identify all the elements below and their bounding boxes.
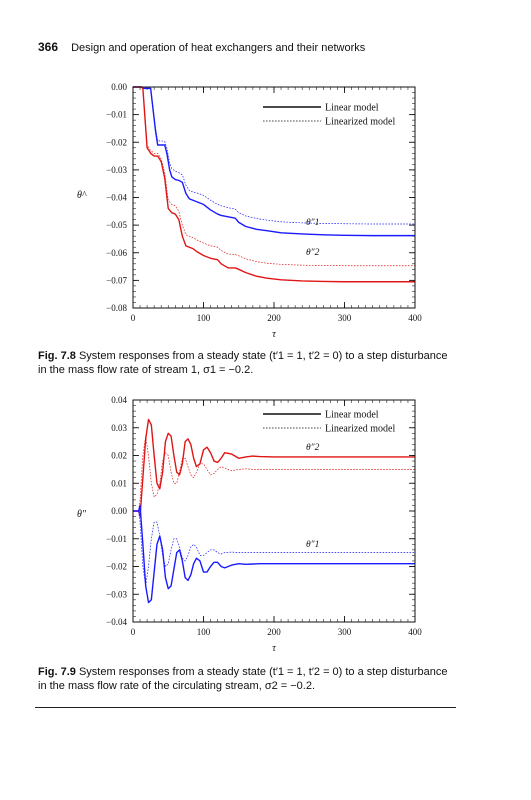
y-axis-label: θ^ bbox=[77, 190, 87, 201]
x-tick-label: 0 bbox=[131, 627, 136, 637]
plot-frame bbox=[132, 399, 416, 623]
y-tick-label: −0.04 bbox=[106, 617, 127, 627]
series-annotation: θ″1 bbox=[306, 218, 319, 228]
legend-label: Linearized model bbox=[325, 117, 395, 128]
y-tick-label: −0.02 bbox=[106, 137, 127, 147]
page-number: 366 bbox=[38, 40, 59, 54]
series-line-linearized-3 bbox=[133, 86, 415, 267]
series-line-linear-0 bbox=[133, 86, 415, 237]
x-tick-label: 200 bbox=[267, 313, 281, 323]
legend-label: Linearized model bbox=[325, 424, 395, 435]
caption-text: System responses from a steady state (t′… bbox=[38, 666, 448, 692]
chart-7-8: 0 100 200 300 400 0.00 −0.01 −0.02 −0.03 −0.04 −0.… bbox=[77, 82, 422, 340]
x-tick-label: 400 bbox=[408, 627, 422, 637]
figure-label: Fig. 7.8 bbox=[38, 350, 76, 362]
x-tick-label: 400 bbox=[408, 313, 422, 323]
x-tick-label: 300 bbox=[338, 313, 352, 323]
figure-label: Fig. 7.9 bbox=[38, 666, 76, 678]
y-tick-label: −0.06 bbox=[106, 248, 127, 258]
y-tick-label: 0.02 bbox=[111, 451, 127, 461]
y-tick-label: −0.05 bbox=[106, 220, 127, 230]
y-tick-label: 0.00 bbox=[111, 82, 127, 92]
series-line-linearized-1 bbox=[133, 435, 415, 512]
series-annotation: θ″2 bbox=[306, 248, 320, 258]
caption-text: System responses from a steady state (t′… bbox=[38, 350, 448, 376]
series-line-linear-2 bbox=[133, 86, 415, 283]
x-tick-label: 300 bbox=[338, 627, 352, 637]
series-annotation: θ″2 bbox=[306, 443, 320, 453]
y-tick-label: −0.08 bbox=[106, 303, 127, 313]
series-line-linear-0 bbox=[133, 418, 415, 518]
y-tick-label: 0.01 bbox=[111, 478, 127, 488]
y-tick-label: 0.03 bbox=[111, 423, 127, 433]
y-tick-label: −0.01 bbox=[106, 110, 127, 120]
series-line-linearized-3 bbox=[133, 510, 415, 587]
y-tick-label: −0.01 bbox=[106, 534, 127, 544]
footer-rule bbox=[35, 707, 456, 708]
y-tick-label: 0.00 bbox=[111, 506, 127, 516]
chart-7-9: 0 100 200 300 400 0.04 0.03 0.02 0.01 0.00 −0.01 −0… bbox=[77, 395, 422, 654]
y-tick-label: −0.02 bbox=[106, 562, 127, 572]
y-axis-label: θ″ bbox=[77, 509, 87, 520]
legend-label: Linear model bbox=[325, 103, 379, 114]
x-tick-label: 200 bbox=[267, 627, 281, 637]
series-annotation: θ″1 bbox=[306, 540, 319, 550]
figure-caption: Fig. 7.8 System responses from a steady … bbox=[38, 349, 450, 377]
x-tick-label: 100 bbox=[197, 313, 211, 323]
figure-caption: Fig. 7.9 System responses from a steady … bbox=[38, 665, 450, 693]
x-axis-label: τ bbox=[272, 643, 276, 652]
series-line-linearized-1 bbox=[133, 86, 415, 225]
running-header: 366 Design and operation of heat exchang… bbox=[38, 40, 365, 54]
y-tick-label: −0.03 bbox=[106, 589, 127, 599]
series-line-linear-2 bbox=[133, 504, 415, 604]
plot-frame bbox=[132, 86, 416, 309]
y-tick-label: −0.04 bbox=[106, 193, 127, 203]
figure-7-8: 0 100 200 300 400 0.00 −0.01 −0.02 −0.03 −0.04 −0.… bbox=[0, 78, 531, 346]
running-title: Design and operation of heat exchangers … bbox=[71, 42, 366, 54]
x-tick-label: 100 bbox=[197, 627, 211, 637]
x-tick-label: 0 bbox=[131, 313, 136, 323]
y-tick-label: −0.07 bbox=[106, 275, 127, 285]
x-axis-label: τ bbox=[272, 329, 276, 340]
y-tick-label: 0.04 bbox=[111, 396, 127, 405]
legend-label: Linear model bbox=[325, 410, 379, 421]
y-tick-label: −0.03 bbox=[106, 165, 127, 175]
figure-7-9: 0 100 200 300 400 0.04 0.03 0.02 0.01 0.00 −0.01 −0… bbox=[0, 395, 531, 654]
